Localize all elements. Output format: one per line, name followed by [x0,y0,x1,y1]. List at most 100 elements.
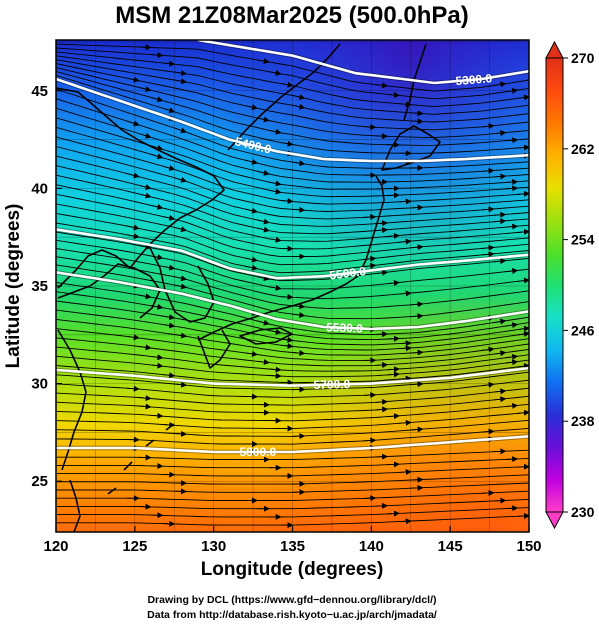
streamline-arrow [410,244,424,251]
streamline-arrow [493,497,507,504]
streamline-arrow [280,81,294,88]
colorbar-gradient [545,57,564,513]
x-tick-label: 125 [122,538,147,555]
streamline-arrow [174,332,188,339]
streamline-arrow [375,269,389,276]
streamline-arrow [150,354,164,361]
streamline-arrow [375,406,389,413]
streamline-arrow [387,510,400,517]
contour-line [56,366,529,387]
streamline-arrow [410,301,424,308]
streamline-arrow [493,211,507,218]
streamline-arrow [493,350,507,357]
streamline-arrow [268,284,282,291]
streamline-arrow [517,331,529,337]
streamline-arrow [162,60,176,67]
coastline-china-korea [56,87,225,289]
coastline-japan-shikoku [239,327,293,345]
streamline-arrow [245,158,258,165]
streamline-arrow [517,228,529,235]
streamline-arrow [280,294,294,300]
streamline-arrow [387,232,400,239]
coastline-japan-kyushu [197,329,231,369]
streamline-arrow [245,207,259,214]
streamline-arrow [174,70,188,77]
streamline-arrow [245,104,259,111]
streamline-arrow [292,206,306,213]
streamline-arrow [256,226,270,233]
streamline-arrow [162,165,176,171]
streamline-arrow [505,137,519,144]
streamline-arrow [138,403,152,410]
streamline [56,126,529,198]
coastline-korea [149,247,215,323]
streamline-arrow [493,448,507,455]
streamline-arrow [398,198,412,205]
y-tick-label: 45 [31,83,48,100]
streamline-arrow [363,123,377,130]
streamline-arrow [481,251,495,258]
streamline-arrow [256,116,270,123]
streamline-arrow [292,350,306,357]
streamline [56,146,529,212]
x-tick-label: 120 [43,538,68,555]
wind-streamlines [56,43,529,529]
streamline-arrow [375,82,389,89]
streamline-arrow [387,279,400,286]
contour-label: 5500.0 [329,264,367,282]
streamline-arrow [126,233,140,240]
streamline-arrow [375,502,389,509]
streamline-arrow [162,372,176,379]
colorbar-tick-label: 238 [571,413,595,429]
streamline [56,355,529,378]
streamline-arrow [150,52,164,59]
streamline-arrow [375,331,389,338]
streamline-arrow [150,254,164,261]
streamline-arrow [481,206,495,213]
colorbar-tick-label: 230 [571,504,595,520]
streamline-arrow [174,78,188,85]
streamline-arrow [363,437,377,444]
streamline [56,67,529,138]
coastline-russia [227,43,341,151]
x-tick-label: 135 [280,538,305,555]
streamline [56,107,529,183]
contour-label: 5300.0 [455,71,493,88]
streamline [56,239,529,290]
streamline-arrow [174,275,188,282]
streamline-arrow [268,128,282,135]
streamline-arrow [292,160,306,167]
colorbar-ticks: 230 238 246 254 262 270 [563,50,595,520]
streamline-arrow [398,340,412,347]
streamline-arrow [150,153,164,160]
coastline-hokkaido [381,125,441,171]
streamline-arrow [256,218,270,225]
streamline-arrow [493,318,507,325]
streamline-arrow [505,179,519,186]
streamline-arrow [481,428,495,435]
streamline [56,387,529,406]
streamline-arrow [398,375,412,382]
streamline-arrow [138,293,152,300]
streamline-arrow [268,188,282,195]
y-axis-ticks: 25 30 35 40 45 [31,83,62,490]
streamline-arrow [138,184,152,190]
streamline-arrow [268,366,282,373]
streamline [56,318,529,356]
streamline [56,371,529,391]
contour-line [56,435,529,454]
streamline-arrow [481,244,495,251]
streamline-arrow [245,256,259,263]
streamline-arrow [280,342,294,349]
streamline-arrow [517,277,529,284]
streamline-arrow [138,192,152,199]
streamline-arrow [410,381,424,388]
streamline [56,337,529,367]
streamline-arrow [505,223,519,230]
streamline-arrow [245,264,259,271]
streamline-arrow [363,392,377,399]
contour-line [56,77,529,163]
streamline-arrow [493,396,507,403]
x-tick-label: 145 [438,538,463,555]
